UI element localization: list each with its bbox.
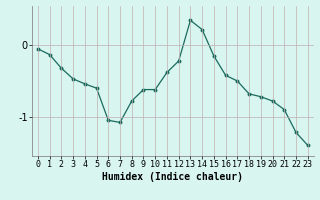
X-axis label: Humidex (Indice chaleur): Humidex (Indice chaleur) [102, 172, 243, 182]
